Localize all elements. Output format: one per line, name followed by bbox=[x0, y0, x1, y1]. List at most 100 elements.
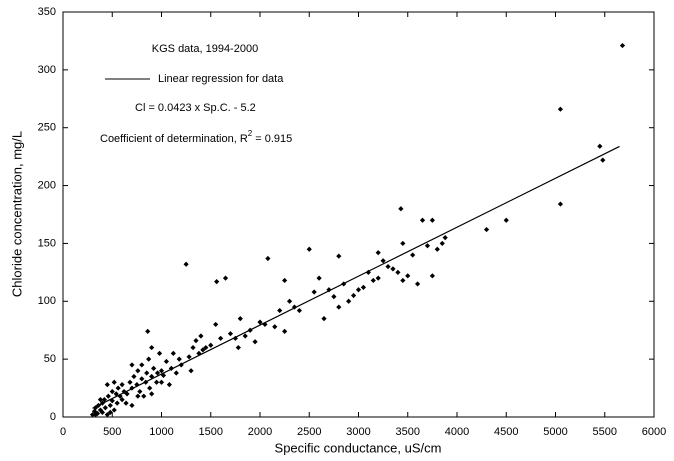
data-point bbox=[101, 397, 107, 403]
data-point bbox=[149, 344, 155, 351]
data-point bbox=[111, 407, 117, 413]
y-tick-label: 0 bbox=[50, 411, 56, 423]
data-point bbox=[119, 397, 125, 403]
data-point bbox=[597, 143, 603, 149]
data-point bbox=[410, 252, 416, 258]
data-point bbox=[232, 335, 238, 341]
data-point bbox=[166, 382, 172, 388]
data-point bbox=[222, 275, 229, 281]
data-point bbox=[129, 402, 135, 409]
y-tick-label: 250 bbox=[38, 122, 56, 134]
data-point bbox=[163, 358, 170, 365]
x-axis-title: Specific conductance, uS/cm bbox=[275, 440, 442, 455]
data-point bbox=[424, 243, 431, 249]
data-point bbox=[306, 246, 312, 252]
data-point bbox=[183, 261, 189, 267]
data-point bbox=[277, 307, 283, 314]
x-tick-label: 4500 bbox=[494, 426, 518, 438]
data-point bbox=[282, 277, 288, 284]
data-point bbox=[360, 284, 367, 290]
data-point bbox=[149, 391, 155, 397]
r2-note: Coefficient of determination, R2 = 0.915 bbox=[100, 129, 292, 145]
x-tick-label: 1500 bbox=[199, 426, 223, 438]
y-tick-label: 50 bbox=[44, 353, 56, 365]
data-point bbox=[109, 398, 115, 404]
data-point bbox=[503, 217, 509, 223]
data-point bbox=[129, 362, 135, 368]
data-point bbox=[265, 255, 271, 262]
y-tick-label: 200 bbox=[38, 179, 56, 191]
data-point bbox=[346, 298, 352, 304]
data-point bbox=[370, 277, 376, 284]
source-note: KGS data, 1994-2000 bbox=[152, 43, 258, 55]
data-point bbox=[252, 339, 258, 345]
data-point bbox=[257, 319, 263, 325]
data-point bbox=[286, 298, 293, 304]
data-point bbox=[144, 370, 150, 376]
data-point bbox=[405, 273, 411, 279]
data-point bbox=[385, 263, 391, 270]
data-point bbox=[193, 338, 199, 344]
regression-line bbox=[92, 145, 620, 409]
data-point bbox=[483, 226, 490, 233]
data-point bbox=[127, 379, 133, 385]
data-point bbox=[208, 342, 214, 348]
data-point bbox=[153, 379, 160, 385]
data-point bbox=[123, 400, 129, 406]
data-point bbox=[89, 412, 96, 418]
data-point bbox=[131, 373, 137, 380]
data-point bbox=[390, 266, 396, 272]
data-point bbox=[296, 307, 302, 314]
data-point bbox=[600, 157, 606, 163]
data-point bbox=[380, 258, 386, 264]
data-point bbox=[139, 376, 145, 382]
data-point bbox=[104, 412, 110, 418]
data-point bbox=[429, 273, 435, 279]
data-point bbox=[400, 240, 406, 247]
data-point bbox=[94, 410, 101, 417]
y-tick-label: 150 bbox=[38, 237, 56, 249]
data-point bbox=[158, 368, 165, 374]
data-point bbox=[135, 368, 141, 374]
data-point bbox=[105, 393, 111, 399]
data-point bbox=[97, 407, 104, 413]
r2-sup: 2 bbox=[248, 129, 253, 138]
y-axis-title: Chloride concentration, mg/L bbox=[9, 131, 24, 297]
x-tick-label: 6000 bbox=[642, 426, 666, 438]
data-point bbox=[173, 370, 179, 376]
data-point bbox=[113, 391, 119, 397]
data-point bbox=[429, 217, 435, 223]
data-point bbox=[156, 350, 163, 356]
x-tick-label: 0 bbox=[60, 426, 66, 438]
plot-frame bbox=[62, 11, 655, 418]
data-point bbox=[242, 333, 248, 339]
legend-label: Linear regression for data bbox=[158, 73, 284, 85]
x-tick-label: 2500 bbox=[297, 426, 321, 438]
data-point bbox=[188, 368, 194, 374]
data-point bbox=[158, 379, 165, 385]
data-point bbox=[170, 350, 176, 356]
data-point bbox=[107, 402, 113, 409]
data-point bbox=[134, 382, 140, 388]
data-point bbox=[400, 277, 406, 284]
data-point bbox=[375, 275, 381, 281]
data-point bbox=[124, 391, 130, 397]
data-point bbox=[135, 393, 141, 399]
y-tick-label: 350 bbox=[38, 6, 56, 18]
data-point bbox=[235, 344, 241, 351]
data-point bbox=[115, 385, 121, 391]
data-point bbox=[168, 365, 174, 371]
x-tick-label: 500 bbox=[103, 426, 121, 438]
data-point bbox=[395, 269, 401, 275]
data-point bbox=[97, 397, 104, 403]
data-point bbox=[442, 235, 448, 241]
x-tick-label: 4000 bbox=[445, 426, 469, 438]
data-point bbox=[154, 370, 161, 376]
data-point bbox=[146, 356, 152, 362]
data-point bbox=[619, 42, 626, 49]
data-point bbox=[198, 333, 204, 339]
y-tick-label: 100 bbox=[38, 295, 56, 307]
data-point bbox=[227, 331, 234, 337]
r2-value: = 0.915 bbox=[252, 133, 292, 145]
